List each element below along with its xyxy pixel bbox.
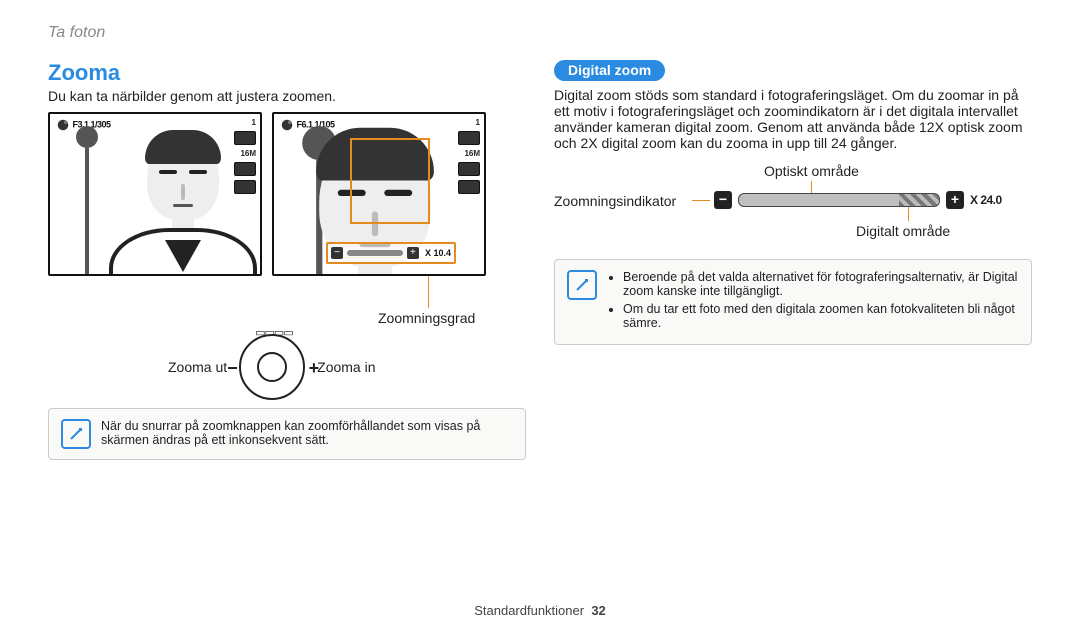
footer-page-number: 32	[591, 603, 605, 618]
illustration-portrait	[108, 134, 258, 274]
zoom-bar-value: X 10.4	[425, 248, 451, 258]
note-item: Beroende på det valda alternativet för f…	[623, 270, 1019, 298]
focus-box	[350, 138, 430, 224]
note-icon	[61, 419, 91, 449]
section-title-zooma: Zooma	[48, 60, 526, 86]
label-optical-range: Optiskt område	[764, 163, 859, 179]
zoom-plus-icon: +	[407, 247, 419, 259]
page-footer: Standardfunktioner 32	[0, 603, 1080, 618]
label-digital-range: Digitalt område	[856, 223, 950, 239]
label-zoomningsgrad: Zoomningsgrad	[378, 310, 475, 326]
note-box: När du snurrar på zoomknappen kan zoomfö…	[48, 408, 526, 460]
mode-icon	[280, 118, 294, 132]
zoom-minus-icon: −	[331, 247, 343, 259]
shot-count: 1	[476, 118, 480, 127]
label-zoom-out: Zooma ut	[168, 359, 227, 375]
zoom-plus-icon: +	[946, 191, 964, 209]
minus-icon: −	[227, 358, 238, 379]
leader-line	[428, 276, 429, 308]
label-zoom-in: Zooma in	[317, 359, 375, 375]
note-box: Beroende på det valda alternativet för f…	[554, 259, 1032, 345]
onscreen-zoom-bar: − + X 10.4	[326, 242, 456, 264]
zoom-track	[738, 193, 940, 207]
note-icon	[567, 270, 597, 300]
label-zoom-indicator: Zoomningsindikator	[554, 193, 676, 209]
illustration-streetlamp	[72, 126, 102, 274]
note-list: Beroende på det valda alternativet för f…	[607, 270, 1019, 334]
mode-icon	[56, 118, 70, 132]
digital-zoom-body: Digital zoom stöds som standard i fotogr…	[554, 87, 1032, 151]
lcd-preview-zoomed: F6.1 1/105 1 16M	[272, 112, 486, 276]
digital-range-segment	[899, 194, 939, 206]
zoom-max-value: X 24.0	[970, 193, 1002, 207]
note-text: När du snurrar på zoomknappen kan zoomfö…	[101, 419, 513, 449]
zooma-intro: Du kan ta närbilder genom att justera zo…	[48, 88, 526, 104]
lcd-preview-wide: F3.1 1/305 1 16M	[48, 112, 262, 276]
shot-count: 1	[252, 118, 256, 127]
leader-line	[908, 207, 909, 221]
leader-line	[692, 200, 710, 201]
zoom-indicator-figure: Optiskt område Zoomningsindikator − + X …	[554, 163, 1032, 253]
note-item: Om du tar ett foto med den digitala zoom…	[623, 302, 1019, 330]
heading-digital-zoom: Digital zoom	[554, 60, 665, 81]
plus-icon: +	[309, 358, 320, 379]
breadcrumb: Ta foton	[48, 24, 1032, 42]
zoom-indicator-bar: − + X 24.0	[714, 191, 1002, 209]
zoom-bar-track	[347, 250, 403, 256]
zoom-dial-illustration: ▭▭▭▭ − +	[239, 334, 305, 400]
footer-section: Standardfunktioner	[474, 603, 584, 618]
zoom-minus-icon: −	[714, 191, 732, 209]
